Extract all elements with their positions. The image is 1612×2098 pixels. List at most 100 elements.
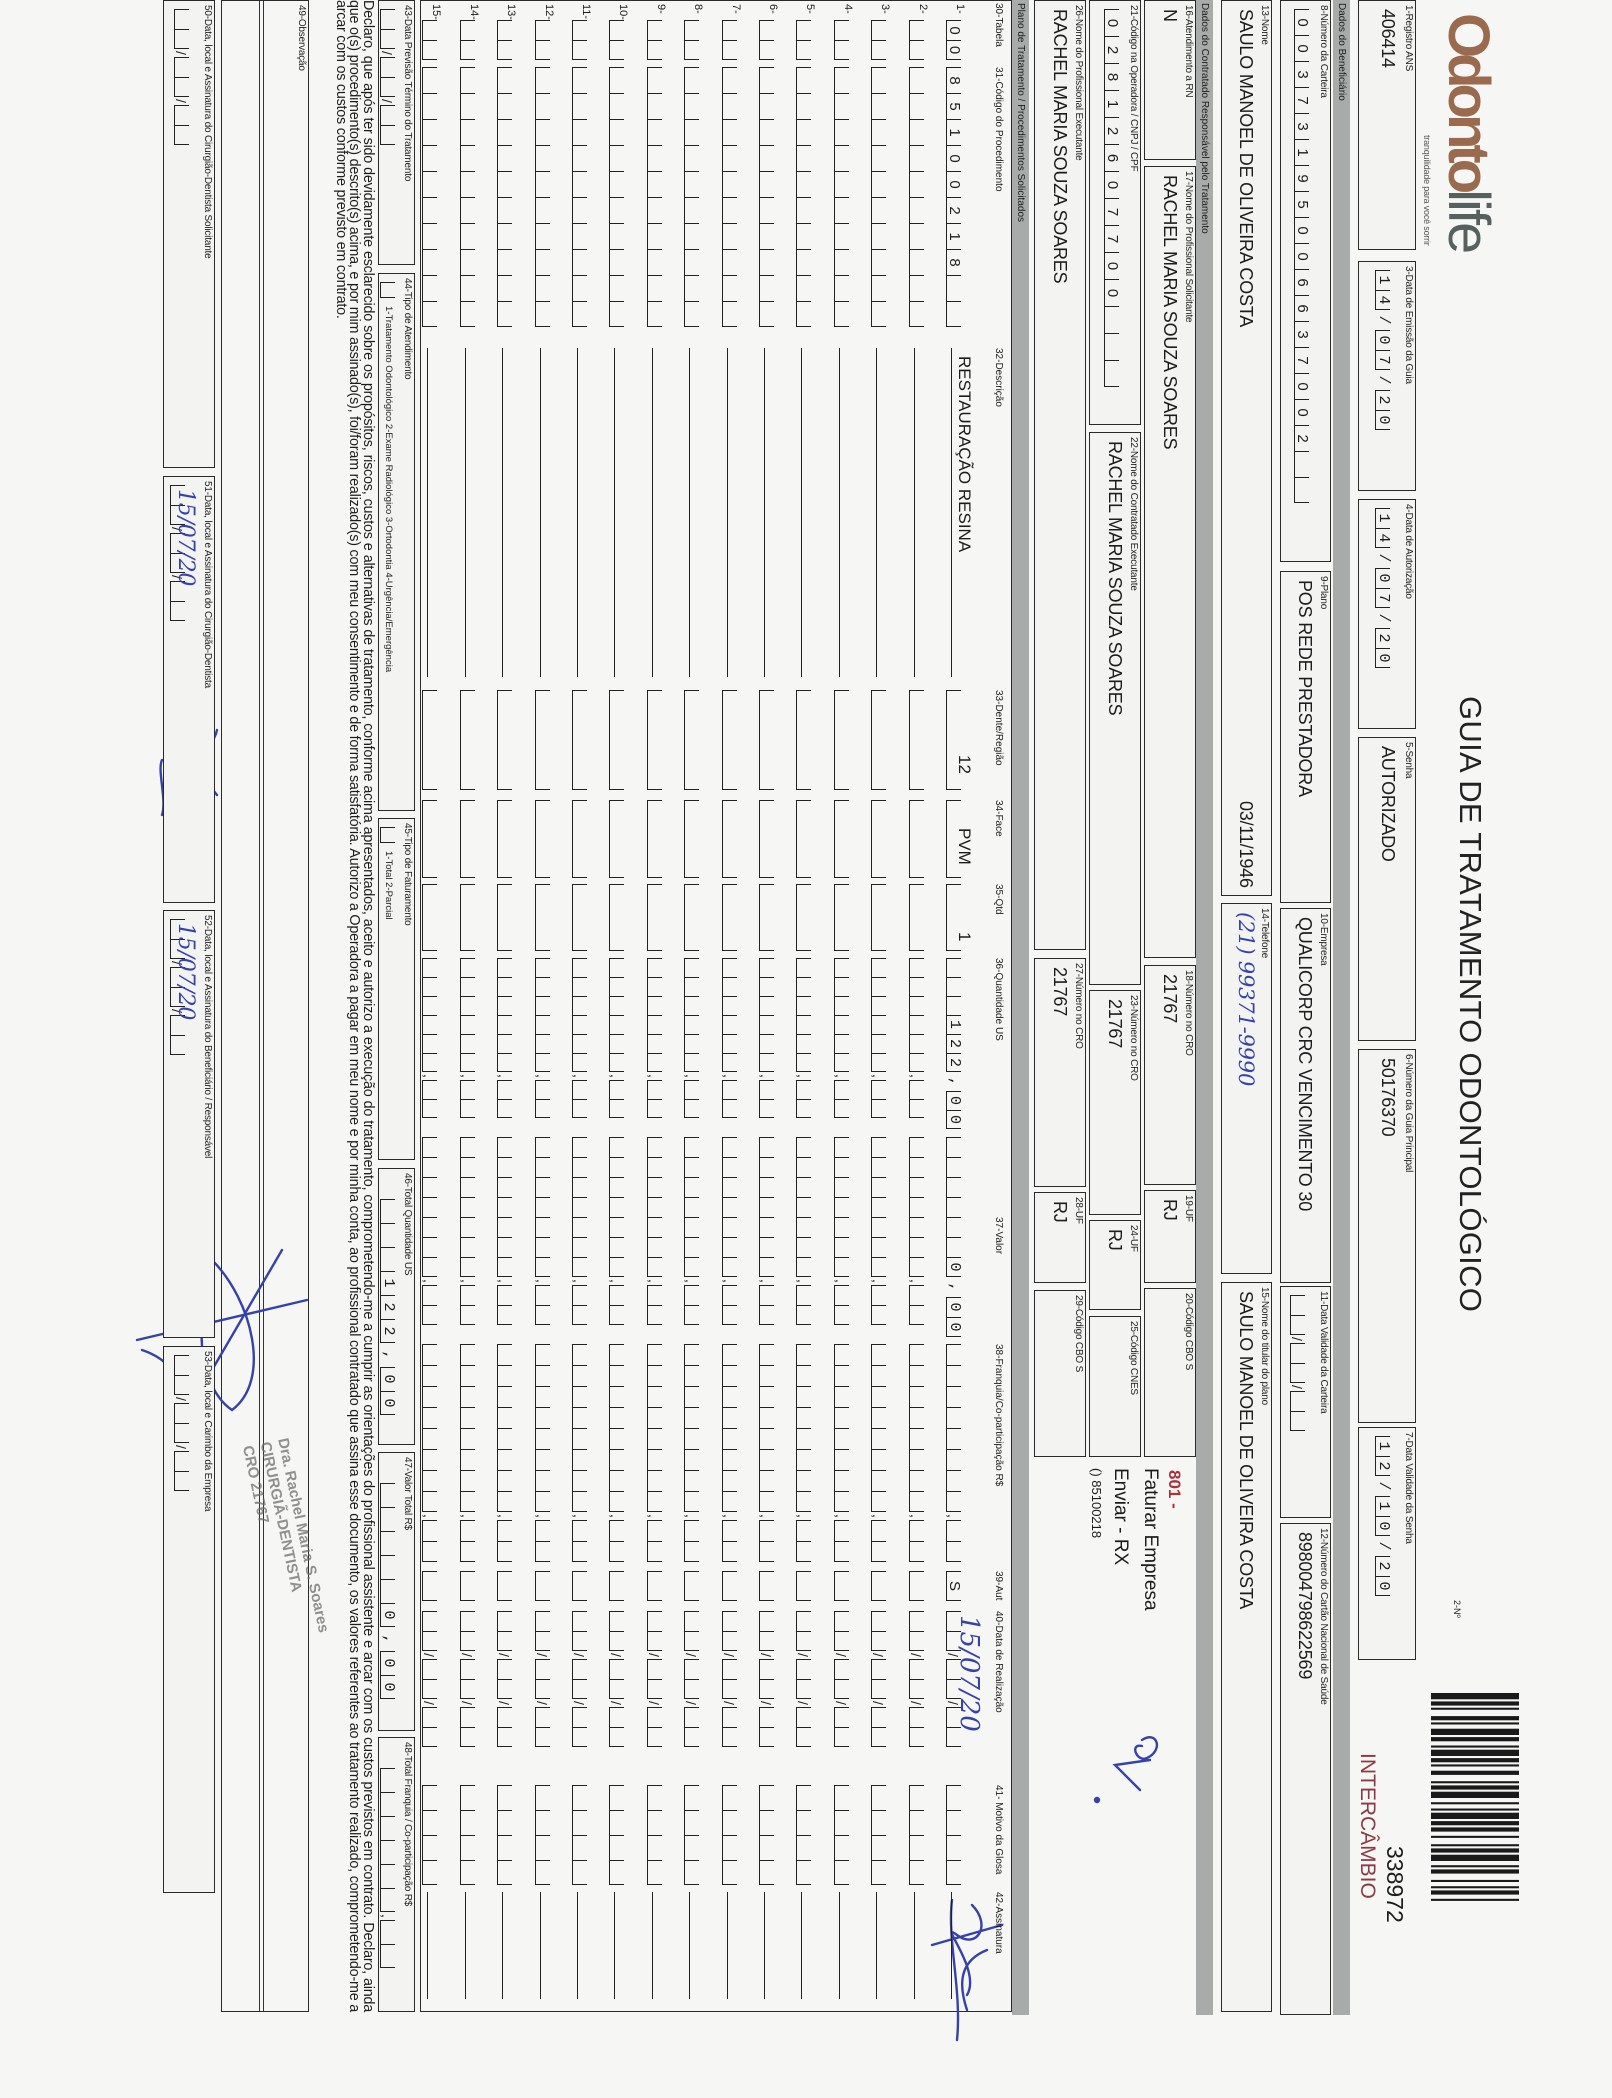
- valor-comb[interactable]: ,: [646, 1137, 667, 1325]
- aut-comb[interactable]: [759, 1571, 779, 1601]
- quantidade-us-comb[interactable]: ,: [721, 958, 742, 1118]
- face-comb[interactable]: [908, 800, 929, 878]
- valor-comb[interactable]: ,: [683, 1137, 704, 1325]
- aut-comb[interactable]: [721, 1571, 742, 1601]
- field-f45[interactable]: 45-Tipo de Faturamento 1-Total 2-Parcial: [378, 818, 415, 1160]
- quantidade-us-comb[interactable]: ,: [571, 958, 592, 1118]
- assinatura-field[interactable]: [577, 1892, 592, 1999]
- valor-comb[interactable]: ,: [833, 1137, 854, 1325]
- field-f7[interactable]: 7-Data Validade da Senha 12/10/20: [1358, 1427, 1416, 1660]
- valor-comb[interactable]: ,: [608, 1137, 629, 1325]
- assinatura-field[interactable]: [764, 1892, 779, 1999]
- quantidade-us-comb[interactable]: ,: [421, 958, 442, 1118]
- motivo-glosa-comb[interactable]: [833, 1785, 854, 1885]
- assinatura-field[interactable]: [876, 1892, 892, 1999]
- qtd-comb[interactable]: [721, 884, 742, 951]
- tabela-comb[interactable]: [759, 20, 779, 60]
- dente-comb[interactable]: [946, 690, 966, 790]
- quantidade-us-comb[interactable]: ,: [833, 958, 854, 1118]
- dente-comb[interactable]: [646, 690, 667, 790]
- dente-comb[interactable]: [609, 690, 629, 790]
- tabela-comb[interactable]: [908, 20, 929, 60]
- motivo-glosa-comb[interactable]: [609, 1785, 629, 1885]
- data-realizacao-comb[interactable]: / /: [683, 1611, 704, 1747]
- face-comb[interactable]: [759, 800, 779, 878]
- franquia-comb[interactable]: ,: [795, 1344, 816, 1562]
- data-realizacao-comb[interactable]: / /: [870, 1611, 891, 1747]
- field-f48[interactable]: 48-Total Franquia / Co-participação R$,: [378, 1737, 415, 2012]
- descricao-field[interactable]: [689, 348, 705, 677]
- descricao-field[interactable]: [464, 348, 480, 677]
- tabela-comb[interactable]: [796, 20, 816, 60]
- tabela-comb[interactable]: [646, 20, 667, 60]
- descricao-field[interactable]: [764, 348, 779, 677]
- tabela-comb[interactable]: [422, 20, 442, 60]
- descricao-field[interactable]: [801, 348, 817, 677]
- face-comb[interactable]: [459, 800, 480, 878]
- assinatura-field[interactable]: [801, 1892, 817, 1999]
- valor-comb[interactable]: ,: [870, 1137, 891, 1325]
- data-realizacao-comb[interactable]: / /: [608, 1611, 629, 1747]
- field-f11[interactable]: 11-Data Validade da Carteira / /: [1280, 1286, 1331, 1518]
- codigo-comb[interactable]: [534, 67, 555, 327]
- field-f20[interactable]: 20-Código CBO S: [1144, 1288, 1196, 1457]
- qtd-comb[interactable]: [422, 884, 442, 951]
- assinatura-field[interactable]: [614, 1892, 630, 1999]
- field-f17[interactable]: 17-Nome do Profissional Solicitante RACHE…: [1144, 166, 1196, 958]
- assinatura-field[interactable]: [913, 1892, 929, 1999]
- dente-comb[interactable]: [422, 690, 442, 790]
- valor-comb[interactable]: ,: [721, 1137, 742, 1325]
- motivo-glosa-comb[interactable]: [459, 1785, 480, 1885]
- motivo-glosa-comb[interactable]: [871, 1785, 891, 1885]
- data-realizacao-comb[interactable]: / /: [459, 1611, 480, 1747]
- tabela-comb[interactable]: [459, 20, 480, 60]
- codigo-comb[interactable]: [721, 67, 742, 327]
- aut-comb[interactable]: S: [946, 1571, 966, 1601]
- data-realizacao-comb[interactable]: / /: [758, 1611, 779, 1747]
- assinatura-field[interactable]: [539, 1892, 555, 1999]
- codigo-comb[interactable]: [609, 67, 629, 327]
- option-checkbox[interactable]: [380, 827, 400, 843]
- franquia-comb[interactable]: ,: [608, 1344, 629, 1562]
- field-f43[interactable]: 43-Data Previsão Término do Tratamento / /: [378, 0, 415, 265]
- qtd-comb[interactable]: [646, 884, 667, 951]
- qtd-comb[interactable]: [908, 884, 929, 951]
- option-checkbox[interactable]: [380, 282, 400, 298]
- quantidade-us-comb[interactable]: ,: [496, 958, 517, 1118]
- field-f12[interactable]: 12-Número do Cartão Nacional de Saúde 898…: [1280, 1523, 1331, 2015]
- assinatura-field[interactable]: [726, 1892, 742, 1999]
- field-f22[interactable]: 22-Nome do Contratado Executante RACHEL M…: [1089, 432, 1141, 985]
- valor-comb[interactable]: ,: [534, 1137, 555, 1325]
- valor-comb[interactable]: ,: [459, 1137, 480, 1325]
- quantidade-us-comb[interactable]: ,: [683, 958, 704, 1118]
- field-f53[interactable]: 53-Data, local e Carimbo da Empresa / /: [163, 1346, 215, 1893]
- field-f29[interactable]: 29-Código CBO S: [1034, 1290, 1086, 1457]
- field-f25[interactable]: 25-Código CNES: [1089, 1316, 1141, 1457]
- quantidade-us-comb[interactable]: ,: [608, 958, 629, 1118]
- face-comb[interactable]: [646, 800, 667, 878]
- field-f13[interactable]: 13-Nome SAULO MANOEL DE OLIVEIRA COSTA 03/…: [1221, 0, 1272, 896]
- data-realizacao-comb[interactable]: / /: [795, 1611, 816, 1747]
- qtd-comb[interactable]: [833, 884, 854, 951]
- descricao-field[interactable]: [577, 348, 592, 677]
- tabela-comb[interactable]: [572, 20, 592, 60]
- field-f5[interactable]: 5-Senha AUTORIZADO: [1358, 737, 1416, 1041]
- valor-comb[interactable]: ,: [908, 1137, 929, 1325]
- quantidade-us-comb[interactable]: ,: [795, 958, 816, 1118]
- field-f19[interactable]: 19-UF RJ: [1144, 1190, 1196, 1283]
- data-realizacao-comb[interactable]: / /: [496, 1611, 517, 1747]
- dente-comb[interactable]: [459, 690, 480, 790]
- aut-comb[interactable]: [497, 1571, 517, 1601]
- franquia-comb[interactable]: ,: [534, 1344, 555, 1562]
- field-f51[interactable]: 51-Data, local e Assinatura do Cirurgião…: [163, 476, 215, 903]
- motivo-glosa-comb[interactable]: [646, 1785, 667, 1885]
- field-f18[interactable]: 18-Número no CRO 21767: [1144, 965, 1196, 1185]
- codigo-comb[interactable]: [684, 67, 704, 327]
- data-realizacao-comb[interactable]: / /: [571, 1611, 592, 1747]
- descricao-field[interactable]: [614, 348, 630, 677]
- quantidade-us-comb[interactable]: 122,00: [946, 958, 966, 1134]
- field-f1[interactable]: 1-Registro ANS 406414: [1358, 0, 1416, 250]
- face-comb[interactable]: [422, 800, 442, 878]
